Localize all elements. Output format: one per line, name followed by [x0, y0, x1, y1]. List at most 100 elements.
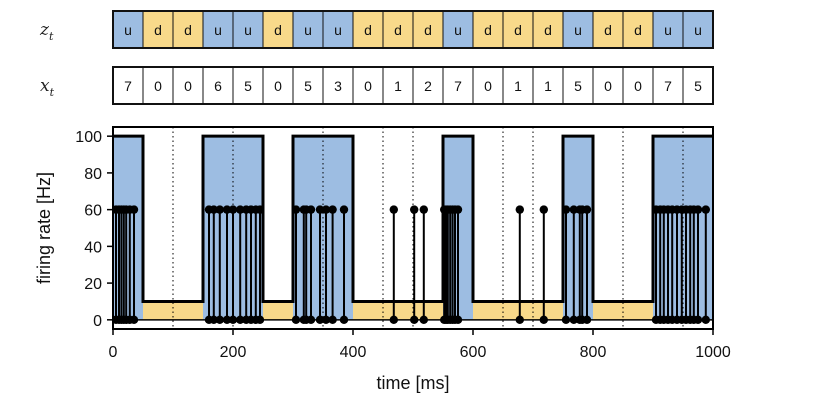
spikes [111, 205, 713, 325]
spike-base [306, 315, 316, 325]
spike-base [315, 315, 325, 325]
y-axis-ticks: 0 20 40 60 80 100 [75, 129, 113, 330]
spike-base [582, 315, 592, 325]
plot-frame [112, 126, 714, 330]
spike-head [561, 205, 571, 214]
z-cell-label: u [244, 22, 252, 38]
z-cell-label: d [154, 22, 162, 38]
x-cell-label: 5 [574, 78, 582, 94]
spike-head [419, 205, 428, 214]
x-cell-label: 0 [634, 78, 642, 94]
z-cell [682, 10, 714, 49]
x-cell-label: 0 [274, 78, 282, 94]
spike-head [701, 205, 710, 214]
spike-base [419, 315, 428, 325]
z-cell [592, 10, 624, 49]
state-fill [233, 136, 263, 320]
z-cell-label: d [394, 22, 402, 38]
z-cell [652, 10, 684, 49]
x-tick-label: 0 [109, 344, 118, 361]
z-cell [562, 10, 594, 49]
rate-step-line [113, 134, 713, 303]
z-cell-label: d [544, 22, 552, 38]
spike-head [306, 205, 316, 214]
spike-base [539, 315, 548, 325]
y-tick-label: 0 [93, 313, 102, 330]
z-row-frame [112, 10, 714, 49]
state-fill [113, 136, 143, 320]
z-cell-label: u [574, 22, 582, 38]
spike-head [539, 205, 548, 214]
x-cell-label: 7 [454, 78, 462, 94]
state-fill [383, 301, 413, 320]
y-tick-label: 80 [84, 166, 102, 183]
spike-head [315, 205, 325, 214]
x-tick-label: 400 [340, 344, 367, 361]
firing-rate-plot: 0 200 400 600 800 1000 0 20 40 60 80 100 time [ms]… [34, 126, 731, 393]
x-tick-label: 1000 [695, 344, 731, 361]
spike-head [339, 205, 349, 214]
spike-base [410, 315, 419, 325]
y-tick-label: 100 [75, 129, 102, 146]
x-tick-label: 200 [220, 344, 247, 361]
x-cell-label: 7 [664, 78, 672, 94]
x-cell-label: 1 [544, 78, 552, 94]
x-cell-label: 0 [484, 78, 492, 94]
spike-base [291, 315, 301, 325]
x-tick-label: 800 [580, 344, 607, 361]
x-cell [652, 66, 684, 105]
z-row: zt u d d u u d u u d d d u d d d u d d u u [39, 10, 714, 49]
state-fill [623, 301, 653, 320]
z-cell-label: d [364, 22, 372, 38]
z-cell [262, 10, 294, 49]
x-cell-label: 5 [694, 78, 702, 94]
z-cell-label: u [664, 22, 672, 38]
spike-head [515, 205, 524, 214]
state-fill [593, 301, 623, 320]
z-cell [322, 10, 354, 49]
spike-head [228, 205, 238, 214]
x-cell-label: 5 [244, 78, 252, 94]
spike-head [582, 205, 592, 214]
z-cell-label: d [514, 22, 522, 38]
spike-head [693, 205, 703, 214]
x-cells: 7 0 0 6 5 0 5 3 0 1 2 7 0 1 1 5 0 0 7 5 [112, 66, 714, 105]
spike-head [215, 205, 224, 214]
spike-base [701, 315, 710, 325]
x-axis-ticks: 0 200 400 600 800 1000 [109, 329, 731, 361]
spike-head [569, 205, 578, 214]
z-cell-label: d [424, 22, 432, 38]
spike-base [209, 315, 218, 325]
spike-base [129, 315, 139, 325]
z-cell-label: d [484, 22, 492, 38]
x-cell-label: 5 [304, 78, 312, 94]
z-cell-label: u [454, 22, 462, 38]
spike-base [236, 315, 245, 325]
x-axis-label: time [ms] [376, 373, 449, 393]
x-cell [382, 66, 414, 105]
x-cell [442, 66, 474, 105]
spike-base [561, 315, 571, 325]
spike-base [389, 315, 398, 325]
x-cell-label: 0 [364, 78, 372, 94]
spike-base [321, 315, 331, 325]
x-cell-label: 1 [514, 78, 522, 94]
x-cell-label: 0 [604, 78, 612, 94]
state-fill [263, 301, 293, 320]
spike-base [453, 315, 463, 325]
spike-head [321, 205, 331, 214]
x-row: xt 7 0 0 6 5 0 5 3 0 1 2 7 0 1 1 5 0 0 7 5 [40, 66, 714, 105]
spike-base [339, 315, 349, 325]
x-cell [292, 66, 324, 105]
z-cell-label: u [214, 22, 222, 38]
z-cell-label: u [304, 22, 312, 38]
spike-base [228, 315, 238, 325]
y-tick-label: 60 [84, 203, 102, 220]
state-fill [143, 301, 173, 320]
spike-base [569, 315, 578, 325]
state-fill [533, 301, 563, 320]
x-row-label: xt [40, 76, 55, 99]
z-cell-label: u [694, 22, 702, 38]
z-cell-label: d [184, 22, 192, 38]
